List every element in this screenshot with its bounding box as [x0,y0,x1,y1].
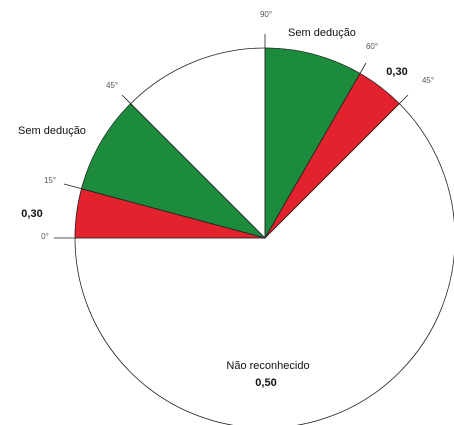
angle-label: 15° [44,176,56,185]
zone-label: Sem dedução [18,125,86,137]
deduction-label: 0,30 [386,66,407,78]
line-15 [63,183,266,239]
angle-label: 45° [422,76,434,85]
line-45-left [121,94,266,239]
angle-label: 90° [260,10,272,19]
zone-label: Sem dedução [288,27,356,39]
angle-lines [54,34,409,239]
zone-label: Não reconhecido [226,360,309,372]
green-wedge-right [264,47,361,240]
deduction-label: 0,50 [255,377,276,389]
line-45-right [264,94,409,239]
angle-label: 0° [41,232,49,241]
line-60 [264,62,367,239]
deduction-label: 0,30 [21,208,42,220]
angle-label: 45° [106,81,118,90]
green-wedge-left [81,103,267,239]
angle-label: 60° [366,42,378,51]
